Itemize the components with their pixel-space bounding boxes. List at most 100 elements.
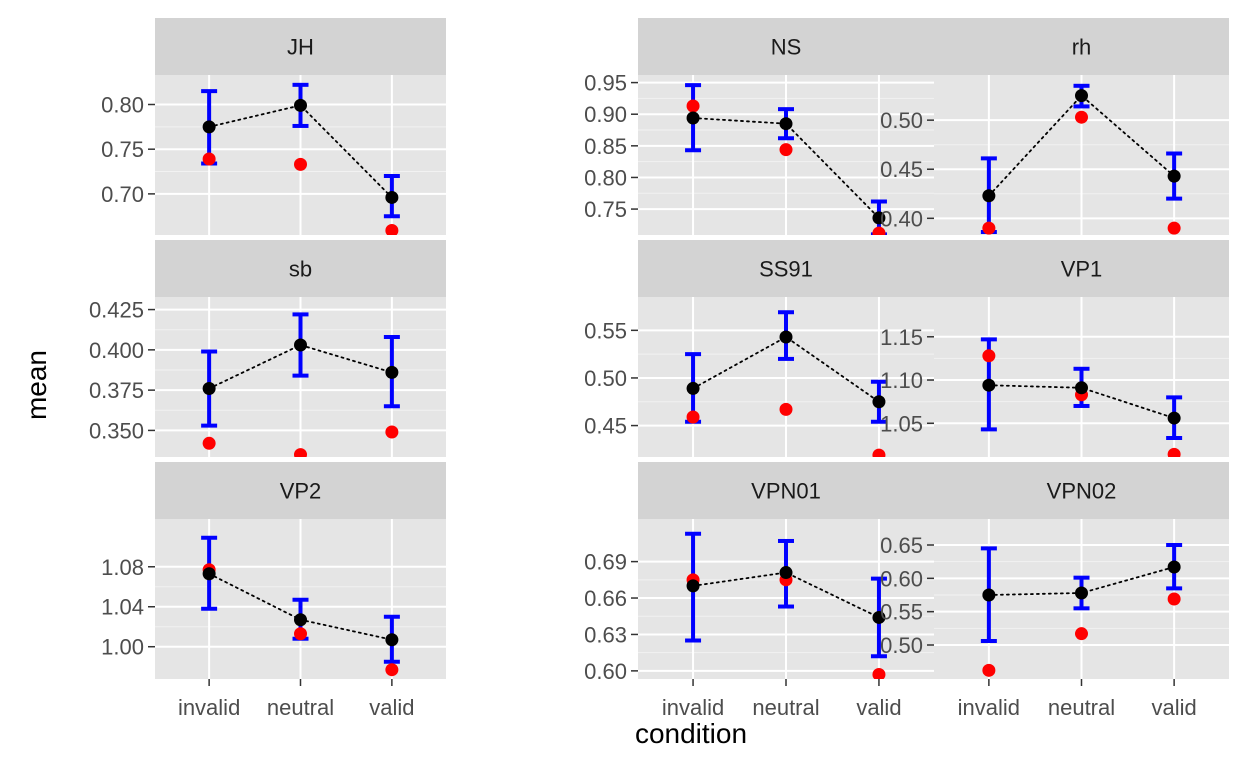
panel-ns: NS 0.75 0.80 0.85 0.90 0.95 <box>584 18 934 235</box>
panel-rh: rh 0.40 0.45 0.50 <box>880 18 1229 235</box>
panel-strip <box>934 240 1229 297</box>
facet-panels: JH 0.70 0.75 0.80 NS 0.75 0.80 0.85 0.90 0.95 rh 0.… <box>89 18 1229 720</box>
panel-sb: sb 0.350 0.375 0.400 0.425 <box>89 240 446 457</box>
x-tick-label-invalid: invalid <box>178 695 240 720</box>
x-tick-label-valid: valid <box>369 695 414 720</box>
y-tick-label: 0.60 <box>880 566 923 591</box>
red-point-neutral <box>1075 110 1088 124</box>
mean-point-neutral <box>1075 89 1088 103</box>
mean-point-invalid <box>982 378 996 392</box>
mean-point-valid <box>385 633 399 647</box>
red-point-valid <box>872 448 886 457</box>
y-tick-label: 0.90 <box>584 102 627 127</box>
panel-marks <box>201 535 400 677</box>
y-tick-label: 0.425 <box>89 298 144 323</box>
red-point-invalid <box>982 349 996 363</box>
panel-marks <box>685 83 887 235</box>
y-tick-label: 0.375 <box>89 378 144 403</box>
panel-title: VPN01 <box>751 479 821 504</box>
y-tick-label: 0.55 <box>880 600 923 625</box>
red-point-neutral <box>1075 627 1088 641</box>
red-point-neutral <box>779 143 793 157</box>
mean-point-valid <box>1167 411 1181 425</box>
panel-title: VP2 <box>280 479 322 504</box>
y-tick-label: 1.15 <box>880 325 923 350</box>
panel-strip <box>638 240 934 297</box>
panel-vp2: VP2 1.00 1.04 1.08 invalid neutral valid <box>101 462 446 720</box>
red-point-invalid <box>686 410 700 424</box>
mean-line <box>692 117 880 219</box>
x-tick-label-neutral: neutral <box>752 695 819 720</box>
panel-marks <box>201 82 400 235</box>
panel-strip <box>155 240 446 297</box>
mean-point-valid <box>872 395 886 409</box>
panel-title: VP1 <box>1061 257 1103 282</box>
panel-strip <box>638 18 934 75</box>
y-tick-label: 0.65 <box>880 533 923 558</box>
x-tick-label-neutral: neutral <box>267 695 334 720</box>
y-tick-label: 0.350 <box>89 418 144 443</box>
mean-point-neutral <box>1075 586 1088 600</box>
red-point-valid <box>385 224 399 235</box>
y-tick-label: 1.00 <box>101 635 144 660</box>
y-tick-label: 0.55 <box>584 318 627 343</box>
mean-point-invalid <box>686 111 700 125</box>
panel-strip <box>934 462 1229 519</box>
x-tick-label-invalid: invalid <box>958 695 1020 720</box>
panel-vp1: VP1 1.05 1.10 1.15 <box>880 240 1229 457</box>
mean-point-neutral <box>779 330 793 344</box>
panel-strip <box>155 462 446 519</box>
mean-point-valid <box>1167 560 1181 574</box>
y-tick-label: 0.80 <box>584 165 627 190</box>
panel-marks <box>685 310 887 457</box>
mean-point-invalid <box>202 382 216 396</box>
y-tick-label: 0.50 <box>880 633 923 658</box>
y-tick-label: 0.45 <box>880 157 923 182</box>
red-point-neutral <box>779 402 793 416</box>
mean-line <box>987 94 1176 197</box>
mean-point-invalid <box>686 381 700 395</box>
y-tick-label: 0.69 <box>584 550 627 575</box>
red-point-neutral <box>294 627 307 641</box>
y-tick-label: 0.75 <box>101 137 144 162</box>
y-tick-label: 0.60 <box>584 659 627 684</box>
red-point-valid <box>1167 592 1181 606</box>
mean-point-neutral <box>294 338 307 352</box>
panel-strip <box>934 18 1229 75</box>
panel-strip <box>155 18 446 75</box>
mean-point-neutral <box>779 566 793 580</box>
y-tick-label: 0.50 <box>880 108 923 133</box>
mean-point-invalid <box>202 120 216 134</box>
mean-point-valid <box>385 190 399 204</box>
y-tick-label: 1.10 <box>880 368 923 393</box>
panel-marks <box>685 531 887 679</box>
panel-jh: JH 0.70 0.75 0.80 <box>101 18 446 235</box>
y-tick-label: 0.75 <box>584 197 627 222</box>
mean-point-neutral <box>779 117 793 131</box>
y-tick-label: 0.63 <box>584 622 627 647</box>
red-point-valid <box>872 668 886 679</box>
panel-strip <box>638 462 934 519</box>
panel-title: JH <box>287 35 314 60</box>
x-tick-label-invalid: invalid <box>662 695 724 720</box>
y-tick-label: 0.40 <box>880 206 923 231</box>
mean-point-invalid <box>202 567 216 581</box>
red-point-valid <box>872 226 886 235</box>
mean-point-neutral <box>294 98 307 112</box>
y-tick-label: 0.45 <box>584 414 627 439</box>
red-point-neutral <box>294 448 307 457</box>
panel-marks <box>980 543 1183 677</box>
red-point-neutral <box>294 157 307 171</box>
y-tick-label: 1.04 <box>101 595 144 620</box>
panel-vpn01: VPN01 0.60 0.63 0.66 0.69 invalid neutral valid <box>584 462 934 720</box>
mean-point-invalid <box>982 189 996 203</box>
mean-point-valid <box>385 365 399 379</box>
mean-point-neutral <box>294 613 307 627</box>
y-tick-label: 0.80 <box>101 92 144 117</box>
x-axis-title: condition <box>635 718 747 749</box>
panel-vpn02: VPN02 0.50 0.55 0.60 0.65 invalid neutral valid <box>880 462 1229 720</box>
panel-marks <box>980 83 1183 235</box>
panel-marks <box>201 312 400 457</box>
mean-line <box>692 335 880 403</box>
